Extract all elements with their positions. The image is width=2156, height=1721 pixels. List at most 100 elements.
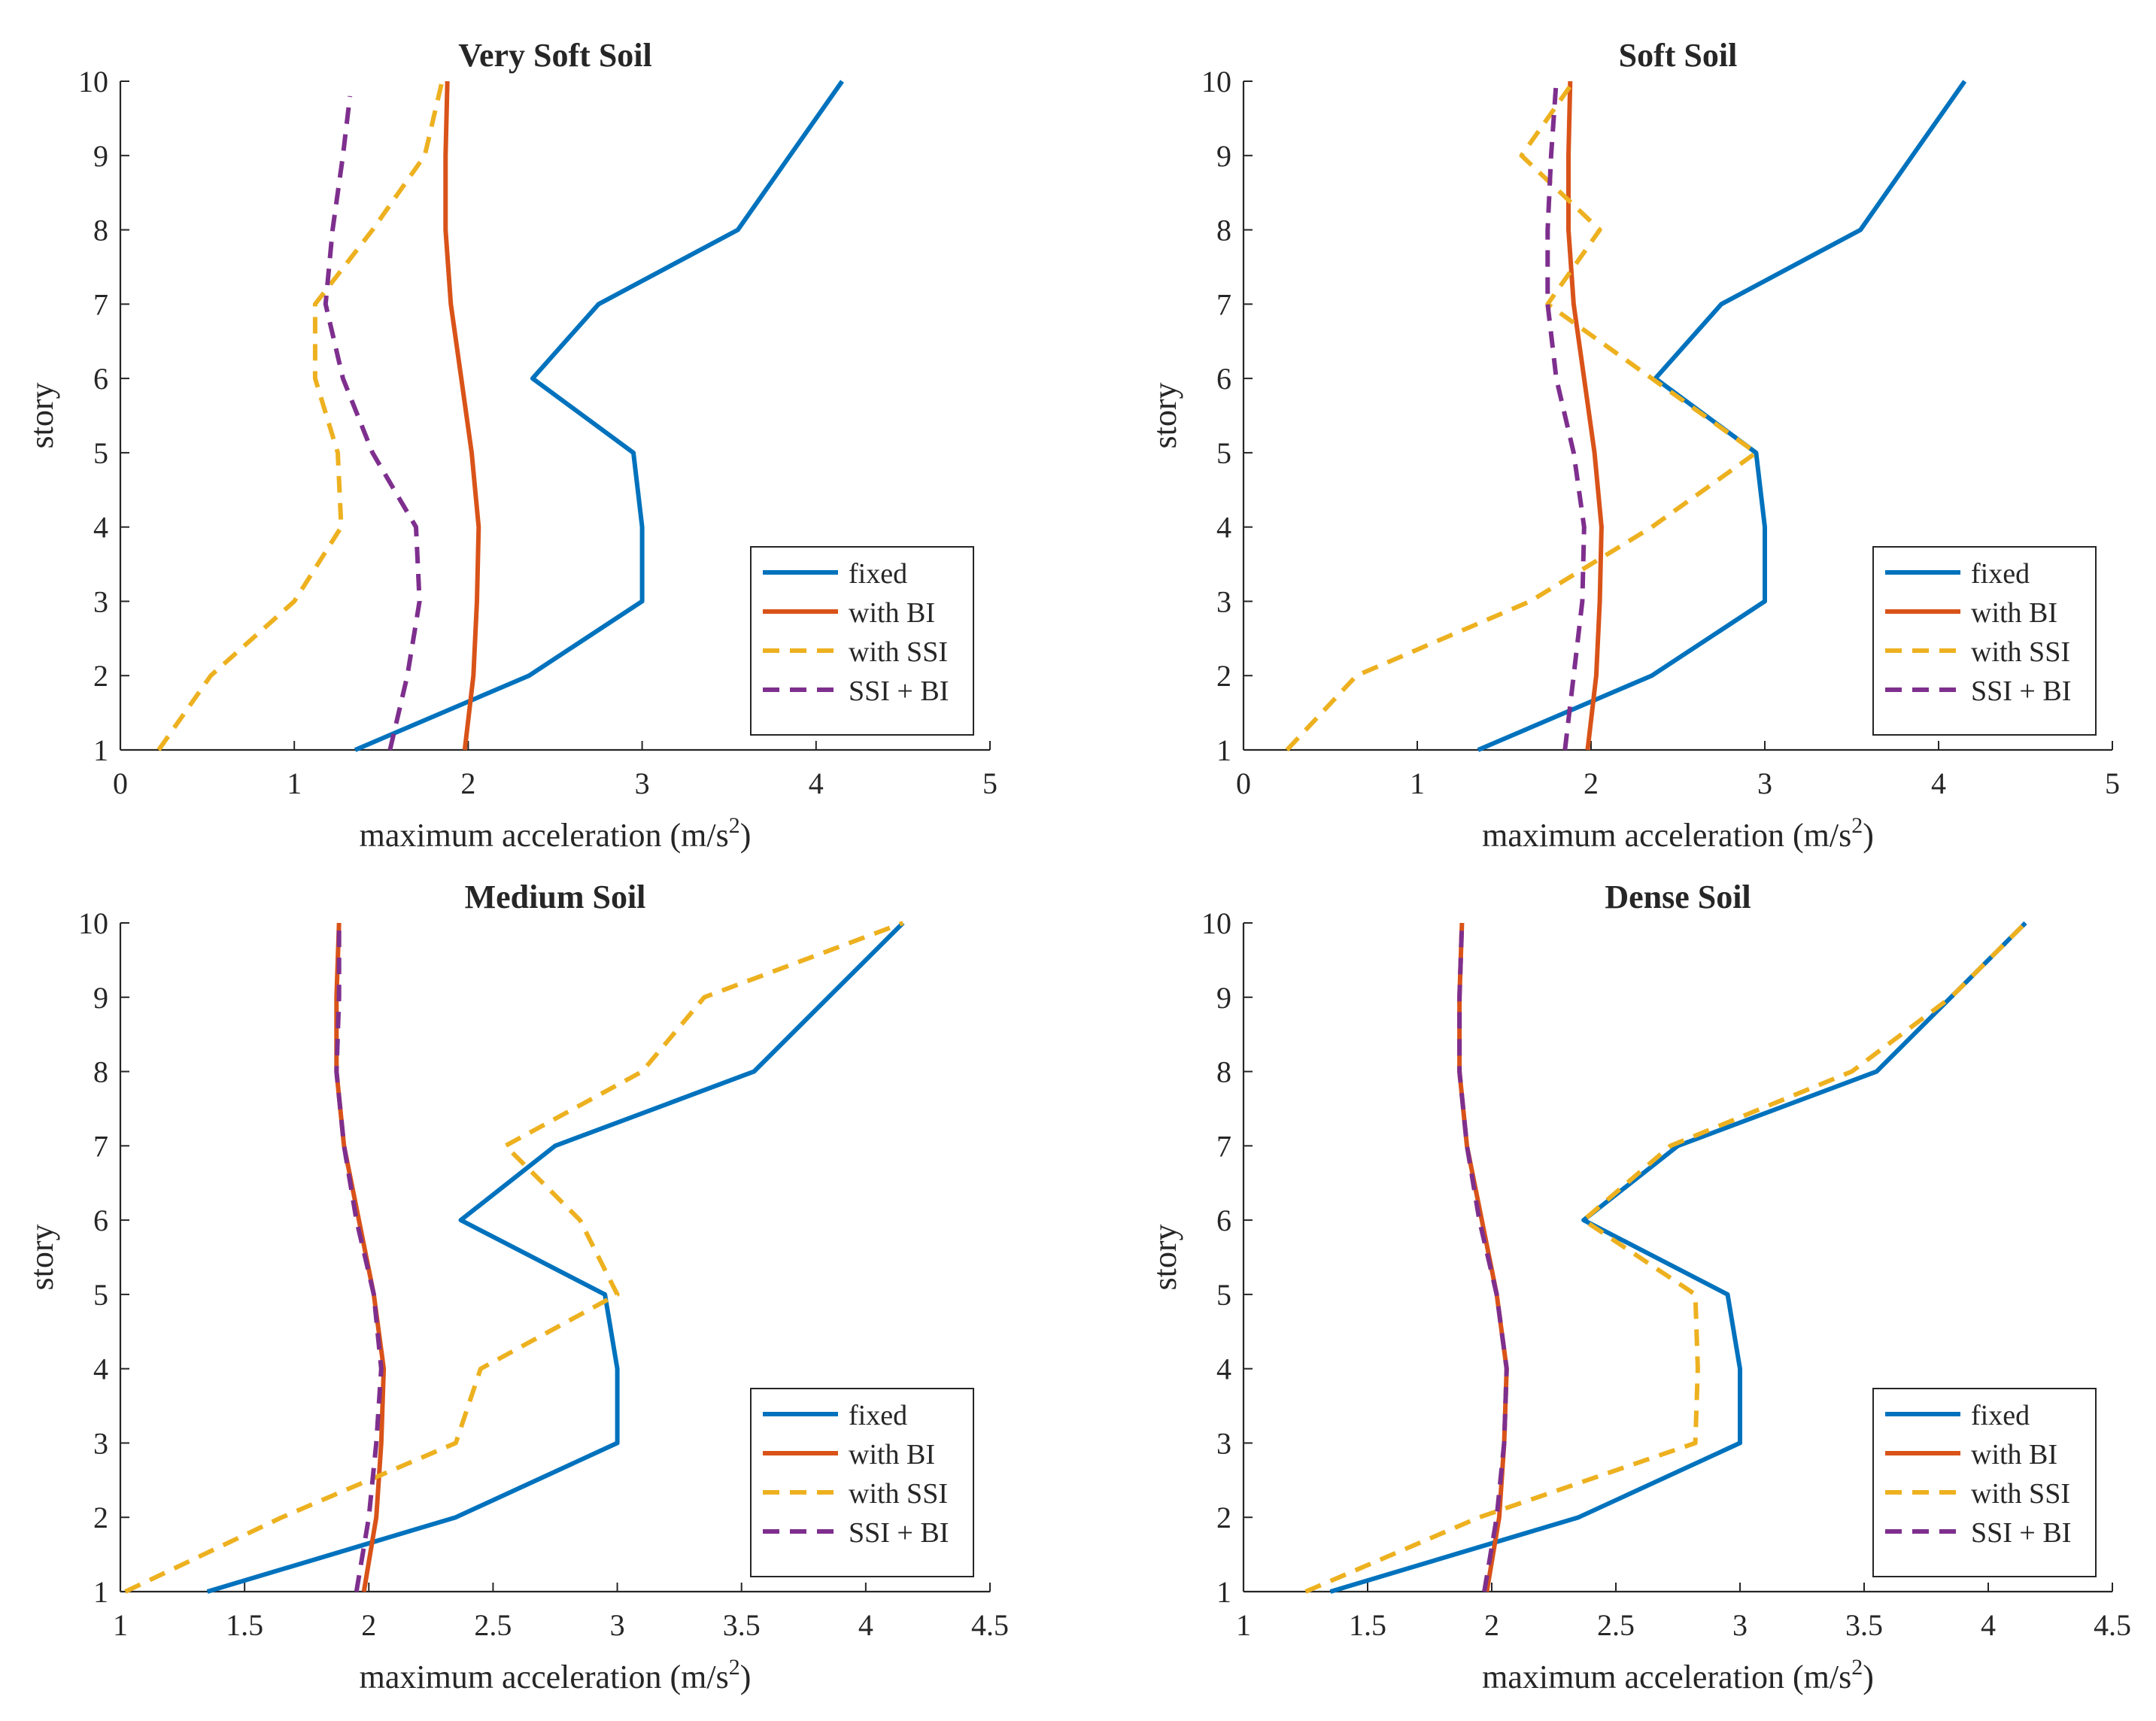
- y-tick-label: 7: [93, 287, 108, 321]
- y-tick-label: 10: [78, 65, 108, 99]
- x-tick-label: 1: [287, 766, 302, 800]
- x-tick-label: 3.5: [1845, 1608, 1883, 1642]
- x-tick-label: 0: [113, 766, 128, 800]
- legend-label: with SSI: [1971, 636, 2070, 668]
- x-tick-label: 4: [858, 1608, 873, 1642]
- y-tick-label: 1: [93, 1575, 108, 1609]
- x-tick-label: 3: [1732, 1608, 1748, 1642]
- series-line-with-bi: [443, 80, 481, 751]
- y-tick-label: 9: [93, 139, 108, 173]
- legend-label: with BI: [1971, 597, 2057, 629]
- y-axis-label: story: [23, 383, 60, 449]
- y-tick-label: 2: [1216, 659, 1231, 693]
- series-line-ssi-bi: [334, 923, 384, 1592]
- y-tick-label: 5: [1216, 1278, 1231, 1312]
- series-line-fixed: [206, 921, 905, 1594]
- y-tick-label: 8: [93, 1055, 108, 1089]
- legend-label: SSI + BI: [849, 1517, 949, 1549]
- y-tick-label: 2: [93, 1501, 108, 1534]
- y-tick-label: 6: [93, 362, 108, 396]
- series-line-with-ssi: [1304, 921, 2027, 1594]
- y-tick-label: 4: [93, 511, 108, 545]
- y-tick-label: 4: [1216, 511, 1231, 545]
- legend-box: [1872, 1388, 2097, 1577]
- x-tick-label: 5: [2105, 766, 2120, 800]
- x-tick-label: 1: [1410, 766, 1425, 800]
- legend-label: with BI: [849, 597, 935, 629]
- x-tick-label: 2: [361, 1608, 376, 1642]
- legend-label: SSI + BI: [1971, 675, 2071, 707]
- x-tick-label: 1: [113, 1608, 128, 1642]
- series-line-ssi-bi: [323, 96, 422, 751]
- series-line-ssi-bi: [1457, 922, 1509, 1592]
- y-tick-label: 8: [1216, 1055, 1231, 1089]
- y-tick-label: 4: [1216, 1352, 1231, 1386]
- x-tick-label: 3: [635, 766, 650, 800]
- legend-label: SSI + BI: [849, 675, 949, 707]
- series-line-with-bi: [334, 922, 387, 1592]
- y-axis-label: story: [23, 1225, 60, 1291]
- legend-label: fixed: [849, 558, 907, 590]
- x-tick-label: 4.5: [971, 1608, 1009, 1642]
- y-tick-label: 6: [1216, 362, 1231, 396]
- y-tick-label: 1: [1216, 733, 1231, 767]
- y-tick-label: 2: [1216, 1501, 1231, 1534]
- legend-label: with SSI: [1971, 1478, 2070, 1510]
- x-tick-label: 3.5: [723, 1608, 761, 1642]
- chart-panel-3: 1 1.5 2 2.5 3 3.5 4 4.5 1 2 3 4 5 6 7 8 9 10 Medium Soil ma…: [23, 879, 1009, 1695]
- y-tick-label: 10: [78, 906, 108, 940]
- legend-label: with SSI: [849, 636, 948, 668]
- legend-label: fixed: [1971, 1400, 2030, 1431]
- y-tick-label: 9: [93, 981, 108, 1015]
- x-tick-label: 2: [1584, 766, 1599, 800]
- y-tick-label: 3: [93, 1426, 108, 1460]
- y-tick-label: 1: [1216, 1575, 1231, 1609]
- y-tick-label: 5: [1216, 436, 1231, 470]
- x-axis-label: maximum acceleration (m/s2): [1482, 813, 1874, 854]
- y-tick-label: 5: [93, 436, 108, 470]
- legend-label: SSI + BI: [1971, 1517, 2071, 1549]
- series-line-with-bi: [1457, 922, 1509, 1592]
- x-axis-label: maximum acceleration (m/s2): [360, 1655, 752, 1695]
- x-axis-label: maximum acceleration (m/s2): [360, 813, 752, 854]
- legend-label: fixed: [849, 1400, 907, 1431]
- y-tick-label: 8: [1216, 214, 1231, 247]
- y-tick-label: 9: [1216, 139, 1231, 173]
- x-tick-label: 4.5: [2094, 1608, 2131, 1642]
- series-line-fixed: [1329, 921, 2027, 1594]
- legend-label: with SSI: [849, 1478, 948, 1510]
- y-tick-label: 3: [93, 584, 108, 618]
- legend-label: with BI: [1971, 1439, 2057, 1471]
- y-axis-label: story: [1146, 383, 1183, 449]
- chart-title: Dense Soil: [1605, 879, 1751, 915]
- x-tick-label: 4: [809, 766, 824, 800]
- y-tick-label: 4: [93, 1352, 108, 1386]
- x-tick-label: 4: [1931, 766, 1946, 800]
- y-tick-label: 6: [1216, 1203, 1231, 1237]
- x-tick-label: 3: [1757, 766, 1772, 800]
- x-tick-label: 2.5: [1597, 1608, 1635, 1642]
- x-tick-label: 0: [1236, 766, 1251, 800]
- legend-box: [1872, 546, 2097, 736]
- legend-box: [750, 1388, 974, 1577]
- y-tick-label: 2: [93, 659, 108, 693]
- y-tick-label: 3: [1216, 584, 1231, 618]
- y-tick-label: 8: [93, 214, 108, 247]
- legend-box: [750, 546, 974, 736]
- x-tick-label: 1.5: [226, 1608, 263, 1642]
- legend-label: with BI: [849, 1439, 935, 1471]
- x-tick-label: 3: [610, 1608, 625, 1642]
- y-tick-label: 7: [93, 1129, 108, 1163]
- y-tick-label: 3: [1216, 1426, 1231, 1460]
- chart-title: Soft Soil: [1619, 37, 1738, 74]
- series-line-with-ssi: [156, 80, 445, 751]
- y-tick-label: 7: [1216, 1129, 1231, 1163]
- x-tick-label: 4: [1981, 1608, 1996, 1642]
- chart-panel-4: 1 1.5 2 2.5 3 3.5 4 4.5 1 2 3 4 5 6 7 8 9 10 Dense Soil max…: [1146, 879, 2131, 1695]
- y-tick-label: 1: [93, 733, 108, 767]
- series-line-with-bi: [1566, 80, 1604, 751]
- series-line-ssi-bi: [1545, 80, 1587, 751]
